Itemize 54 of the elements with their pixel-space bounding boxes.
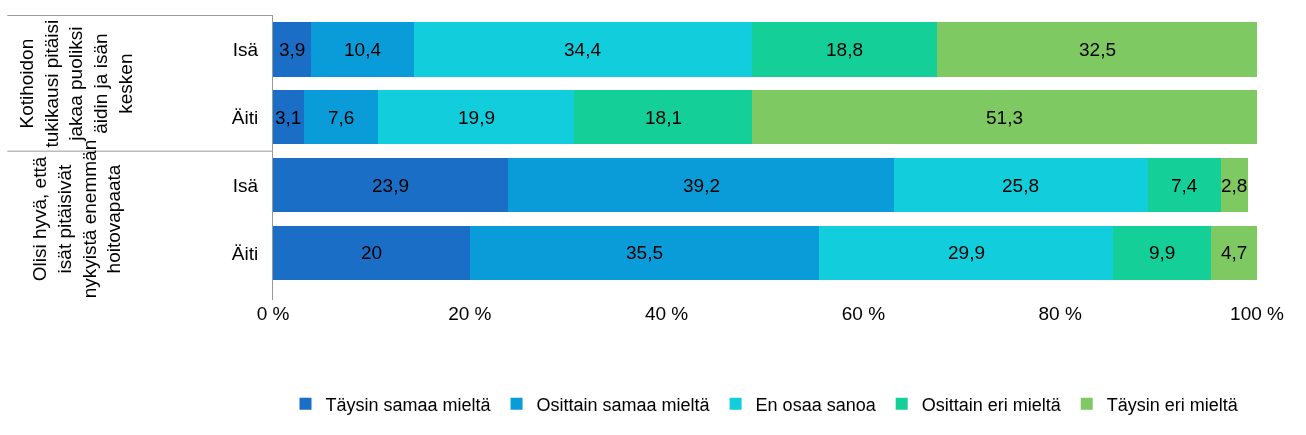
legend-label: Osittain eri mieltä [921,394,1062,415]
bar [937,22,1257,77]
legend-label: Täysin eri mieltä [1106,394,1239,415]
data-label: 10,4 [344,39,382,60]
data-label: 2,8 [1221,175,1248,196]
data-label: 9,9 [1149,242,1176,263]
bar [508,157,894,213]
y-tick-label: Isä [232,39,259,61]
x-tick-label: 80 % [1038,303,1082,324]
bar [1147,157,1221,213]
bar [1210,225,1257,281]
bar [273,22,312,77]
x-tick-label: 20 % [448,303,492,324]
legend-label: Osittain samaa mieltä [536,394,711,415]
data-label: 39,2 [683,175,720,196]
data-label: 32,5 [1079,39,1116,60]
bar [378,90,575,145]
legend-label: Täysin samaa mieltä [325,394,492,415]
x-tick-label: 100 % [1230,303,1285,324]
data-label: 35,5 [626,242,663,263]
bar [574,90,753,145]
y-tick-label: Isä [232,174,259,196]
data-label: 20 [361,242,383,263]
bar [469,225,820,281]
data-label: 18,1 [645,107,682,128]
bar [752,90,1257,145]
data-label: 4,7 [1221,242,1248,263]
data-label: 19,9 [458,107,495,128]
data-label: 23,9 [372,175,409,196]
data-label: 29,9 [948,242,985,263]
y-tick-label: Äiti [231,106,259,128]
data-label: 3,1 [275,107,302,128]
data-label: 25,8 [1002,175,1039,196]
bar [819,225,1114,281]
data-label: 34,4 [564,39,602,60]
bar [1113,225,1211,281]
y-tick-label: Äiti [231,242,259,264]
data-label: 18,8 [826,39,863,60]
x-tick-label: 0 % [256,303,290,324]
bar [273,225,470,281]
bar [273,157,509,213]
data-label: 51,3 [986,107,1023,128]
bar [413,22,753,77]
legend-label: En osaa sanoa [755,394,877,415]
x-tick-label: 40 % [644,303,689,324]
data-label: 3,9 [279,39,306,60]
x-tick-label: 60 % [841,303,886,324]
bar [273,90,304,145]
bar [303,90,379,145]
bar [893,157,1148,213]
data-label: 7,6 [328,107,355,128]
data-label: 7,4 [1171,175,1198,196]
bar [311,22,414,77]
bar [752,22,938,77]
